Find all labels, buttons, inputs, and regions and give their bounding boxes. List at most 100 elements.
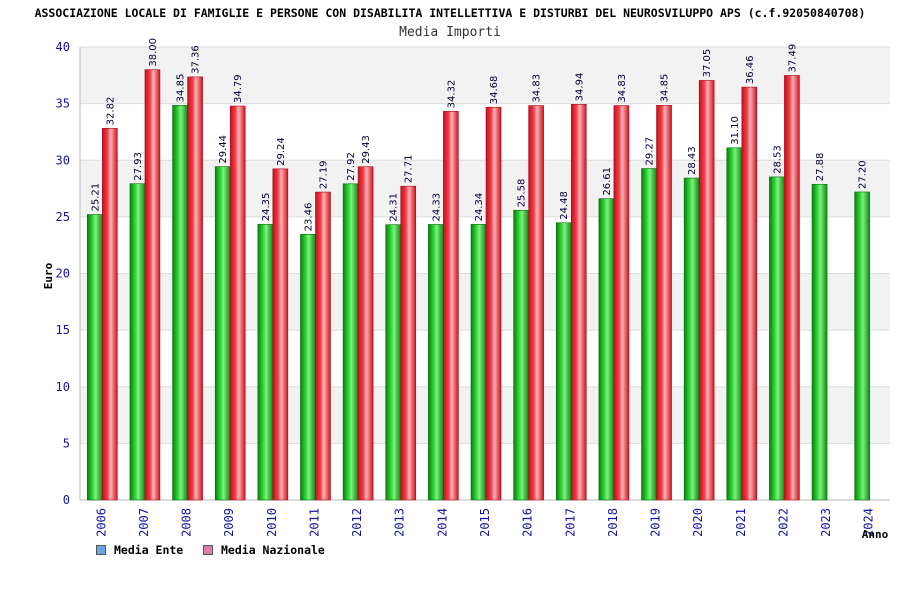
- x-axis-label: Anno: [862, 528, 889, 541]
- value-label-nazionale: 34.79: [233, 74, 244, 103]
- value-label-nazionale: 34.68: [489, 76, 500, 105]
- x-tick-label: 2006: [94, 508, 108, 537]
- y-ticks: 0 5 10 15 20 25 30 35 40: [56, 40, 70, 507]
- bar-media-nazionale: [698, 80, 715, 501]
- value-label-nazionale: 37.05: [702, 49, 713, 78]
- chart-title: ASSOCIAZIONE LOCALE DI FAMIGLIE E PERSON…: [34, 6, 866, 20]
- bar-media-nazionale: [613, 105, 630, 501]
- value-label-ente: 29.44: [218, 135, 229, 164]
- value-labels: 25.21 32.82 27.93 38.00 34.85 37.36 29.44 34.79…: [90, 38, 868, 231]
- bar-media-nazionale: [784, 75, 800, 501]
- value-label-ente: 27.88: [815, 153, 826, 182]
- bar-media-ente: [854, 191, 870, 501]
- legend-item-nazionale: Media Nazionale: [203, 543, 325, 557]
- x-tick-label: 2017: [563, 508, 577, 537]
- value-label-ente: 27.20: [858, 160, 869, 189]
- value-label-nazionale: 34.83: [617, 74, 628, 103]
- bar-media-nazionale: [570, 104, 587, 501]
- legend-item-ente: Media Ente: [96, 543, 183, 557]
- y-axis-label: Euro: [42, 262, 55, 289]
- legend-label-nazionale: Media Nazionale: [221, 543, 325, 557]
- x-tick-label: 2019: [649, 508, 663, 537]
- y-tick-label: 0: [63, 493, 70, 507]
- y-tick-label: 5: [63, 436, 70, 450]
- x-tick-label: 2011: [307, 508, 321, 537]
- value-label-nazionale: 38.00: [148, 38, 159, 67]
- x-tick-label: 2021: [734, 508, 748, 537]
- x-tick-label: 2016: [521, 508, 535, 537]
- bar-media-nazionale: [315, 191, 331, 501]
- bar-media-ente: [172, 105, 188, 501]
- bar-media-ente: [769, 176, 785, 501]
- x-tick-label: 2010: [265, 508, 279, 537]
- bar-media-nazionale: [656, 105, 672, 501]
- value-label-nazionale: 34.94: [574, 73, 585, 102]
- y-tick-label: 20: [56, 267, 70, 281]
- y-tick-label: 35: [56, 97, 70, 111]
- bar-media-ente: [129, 183, 146, 501]
- value-label-nazionale: 32.82: [105, 97, 116, 126]
- x-tick-label: 2024: [862, 508, 876, 537]
- y-tick-label: 15: [56, 323, 70, 337]
- bar-media-ente: [342, 183, 359, 501]
- x-tick-label: 2009: [222, 508, 236, 537]
- value-label-ente: 25.58: [517, 179, 528, 208]
- value-label-ente: 25.21: [90, 183, 101, 212]
- y-tick-label: 25: [56, 210, 70, 224]
- bar-media-ente: [470, 224, 487, 501]
- y-tick-label: 10: [56, 380, 70, 394]
- legend-swatch-ente: [96, 545, 106, 555]
- value-label-nazionale: 36.46: [745, 55, 756, 84]
- value-label-nazionale: 37.49: [787, 44, 798, 73]
- bar-media-ente: [513, 210, 529, 501]
- bar-media-ente: [683, 177, 700, 501]
- value-label-nazionale: 29.24: [276, 137, 287, 166]
- legend-label-ente: Media Ente: [114, 543, 184, 557]
- value-label-ente: 34.85: [176, 74, 187, 103]
- x-tick-label: 2020: [691, 508, 705, 537]
- bars: [87, 69, 870, 501]
- bar-media-ente: [555, 222, 572, 501]
- bar-media-ente: [257, 223, 274, 501]
- value-label-ente: 28.43: [687, 146, 698, 175]
- value-label-ente: 29.27: [645, 137, 656, 166]
- bar-media-ente: [385, 224, 402, 501]
- bar-media-ente: [726, 147, 743, 501]
- bar-media-nazionale: [443, 111, 459, 501]
- value-label-ente: 24.35: [261, 193, 272, 222]
- value-label-nazionale: 27.71: [404, 155, 415, 184]
- x-tick-label: 2014: [435, 508, 449, 537]
- bar-media-ente: [87, 214, 103, 501]
- bar-media-ente: [428, 224, 444, 501]
- value-label-nazionale: 37.36: [191, 45, 202, 74]
- value-label-ente: 28.53: [772, 145, 783, 174]
- bar-media-nazionale: [400, 185, 417, 501]
- value-label-nazionale: 34.85: [660, 74, 671, 103]
- x-tick-label: 2022: [776, 508, 790, 537]
- bar-media-nazionale: [229, 105, 246, 501]
- value-label-ente: 26.61: [602, 167, 613, 196]
- value-label-ente: 23.46: [303, 203, 314, 232]
- bar-media-nazionale: [272, 168, 289, 501]
- bar-media-ente: [300, 234, 316, 501]
- x-tick-label: 2007: [137, 508, 151, 537]
- x-tick-label: 2012: [350, 508, 364, 537]
- value-label-ente: 31.10: [730, 116, 741, 145]
- y-tick-label: 40: [56, 40, 70, 54]
- value-label-ente: 27.92: [346, 152, 357, 181]
- x-tick-label: 2018: [606, 508, 620, 537]
- x-tick-label: 2008: [180, 508, 194, 537]
- bar-media-ente: [598, 198, 615, 501]
- bar-media-ente: [811, 183, 828, 501]
- value-label-nazionale: 27.19: [318, 160, 329, 189]
- bar-media-nazionale: [144, 69, 161, 501]
- bar-media-nazionale: [187, 76, 203, 501]
- bar-media-ente: [214, 166, 231, 501]
- x-ticks: 2006 2007 2008 2009 2010 2011 2012 2013 2014 2015…: [94, 508, 875, 537]
- bar-media-nazionale: [485, 106, 502, 501]
- bar-media-nazionale: [741, 86, 758, 501]
- value-label-nazionale: 34.83: [532, 74, 543, 103]
- x-tick-label: 2013: [393, 508, 407, 537]
- chart-subtitle: Media Importi: [399, 25, 501, 40]
